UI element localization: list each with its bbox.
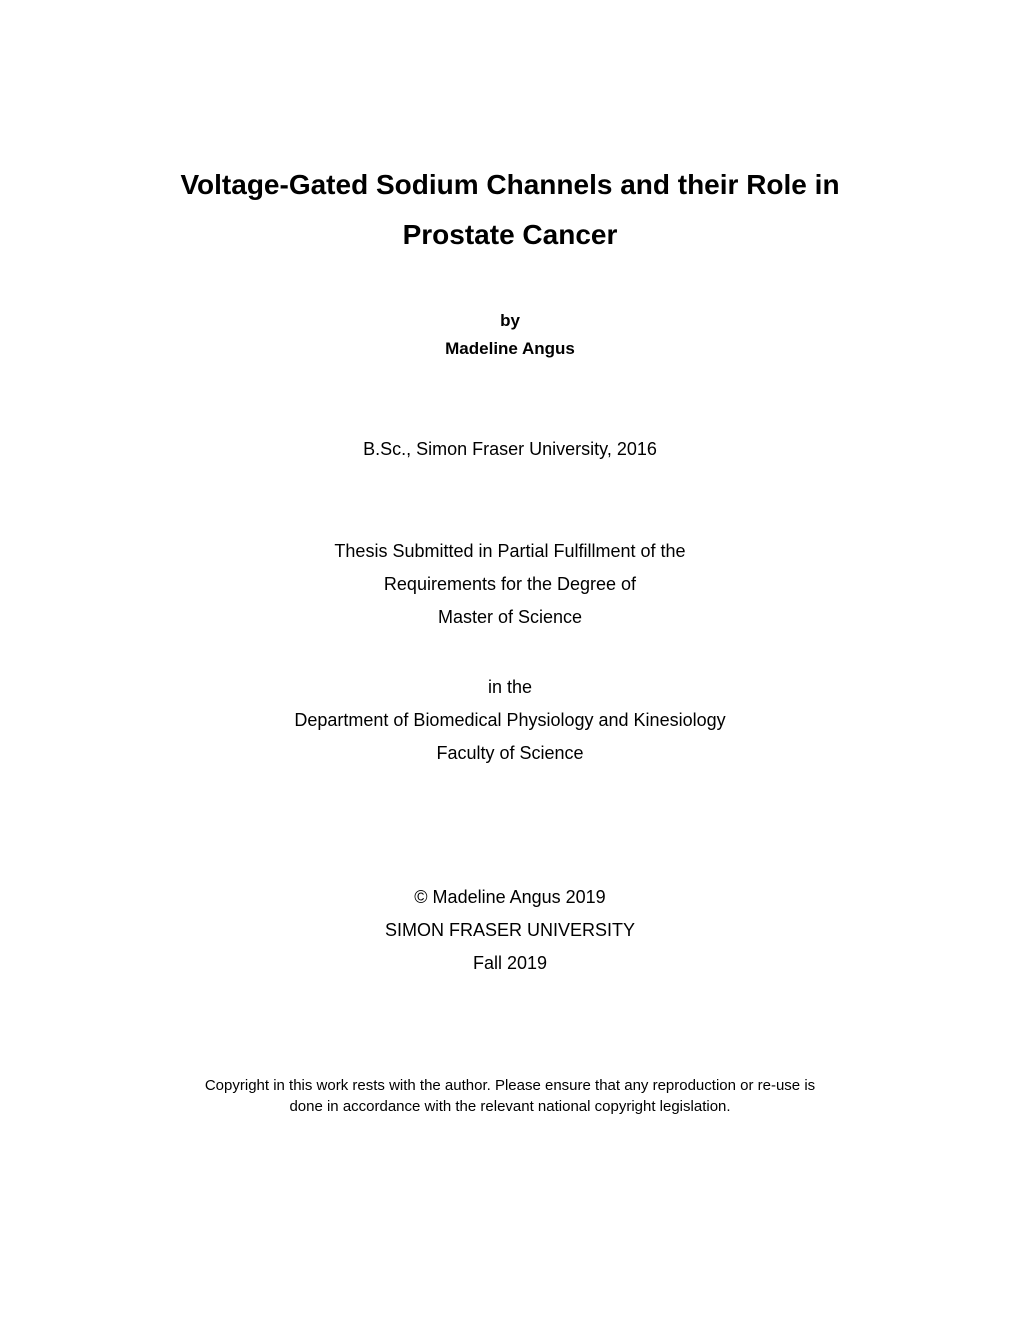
- copyright-line: © Madeline Angus 2019: [130, 881, 890, 914]
- submission-block: Thesis Submitted in Partial Fulfillment …: [130, 535, 890, 635]
- copyright-block: © Madeline Angus 2019 SIMON FRASER UNIVE…: [130, 881, 890, 981]
- department-line: Department of Biomedical Physiology and …: [130, 704, 890, 737]
- by-label: by: [130, 311, 890, 331]
- university-line: SIMON FRASER UNIVERSITY: [130, 914, 890, 947]
- department-line: Faculty of Science: [130, 737, 890, 770]
- prior-degree: B.Sc., Simon Fraser University, 2016: [130, 439, 890, 460]
- department-block: in the Department of Biomedical Physiolo…: [130, 671, 890, 771]
- department-line: in the: [130, 671, 890, 704]
- thesis-title: Voltage-Gated Sodium Channels and their …: [130, 160, 890, 261]
- term-line: Fall 2019: [130, 947, 890, 980]
- submission-line: Master of Science: [130, 601, 890, 634]
- copyright-notice: Copyright in this work rests with the au…: [190, 1075, 830, 1117]
- submission-line: Requirements for the Degree of: [130, 568, 890, 601]
- author-name: Madeline Angus: [130, 339, 890, 359]
- submission-line: Thesis Submitted in Partial Fulfillment …: [130, 535, 890, 568]
